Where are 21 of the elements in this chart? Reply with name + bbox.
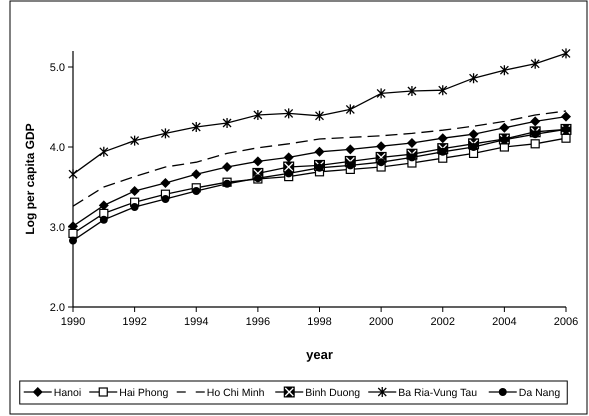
legend-label: Da Nang bbox=[518, 387, 560, 399]
x-axis-title: year bbox=[306, 347, 333, 362]
legend-label: Hai Phong bbox=[119, 387, 168, 399]
y-tick-label: 5.0 bbox=[50, 62, 65, 74]
y-tick-label: 2.0 bbox=[50, 302, 65, 314]
x-tick-label: 1998 bbox=[307, 316, 332, 328]
y-tick-label: 3.0 bbox=[50, 222, 65, 234]
x-tick-label: 2002 bbox=[430, 316, 455, 328]
legend-label: Binh Duong bbox=[305, 387, 360, 399]
x-tick-label: 1994 bbox=[184, 316, 208, 328]
y-tick-label: 4.0 bbox=[50, 142, 65, 154]
x-tick-label: 1990 bbox=[60, 316, 86, 328]
x-tick-label: 2000 bbox=[368, 316, 394, 328]
x-tick-label: 2004 bbox=[492, 316, 517, 328]
legend-label: Ba Ria-Vung Tau bbox=[398, 387, 478, 399]
y-axis-title: Log per capita GDP bbox=[23, 123, 37, 235]
x-tick-label: 2006 bbox=[554, 316, 578, 328]
legend-label: Hanoi bbox=[54, 387, 82, 399]
x-tick-label: 1992 bbox=[122, 316, 147, 328]
x-tick-label: 1996 bbox=[246, 316, 270, 328]
legend-label: Ho Chi Minh bbox=[206, 387, 265, 399]
